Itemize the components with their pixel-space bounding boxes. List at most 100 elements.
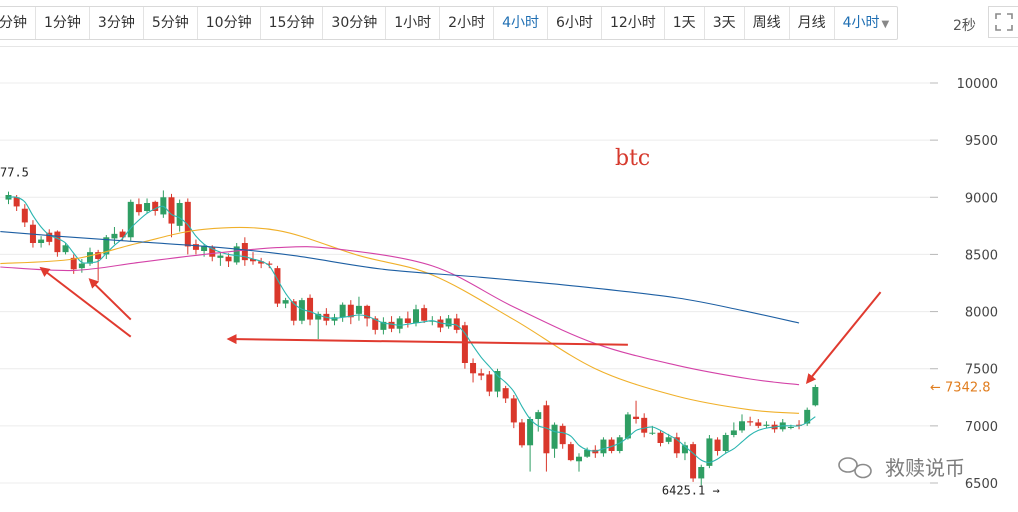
candle-body [111,233,118,239]
y-tick-label: 7500 [965,363,998,378]
annotation-arrow [88,278,132,321]
candle-body [258,261,265,264]
candle-body [559,425,566,445]
candle-body [217,255,224,258]
y-tick-label: 9000 [965,191,998,206]
tab-period-12[interactable]: 1天 [665,7,705,39]
tab-period-13[interactable]: 3天 [705,7,745,39]
period-toolbar: 分钟 1分钟 3分钟 5分钟 10分钟 15分钟 30分钟 1小时 2小时 4小时 6小时 12小时 1… [0,0,1018,46]
current-price-label: ← 7342.8 [930,381,991,396]
candle-body [624,414,631,439]
ma-fast-line [8,196,816,463]
fullscreen-button[interactable] [988,6,1018,38]
candle-body [282,300,289,304]
candle-body [673,437,680,454]
candle-body [13,197,20,207]
candle-body [641,417,648,433]
candle-body [298,300,305,321]
candle-body [543,405,550,454]
candle-body [290,301,297,321]
candle-body [478,373,485,376]
candle-body [372,318,379,330]
tab-period-9[interactable]: 4小时 [494,7,549,39]
candle-body [209,247,216,257]
candle-body [453,318,460,330]
candle-body [804,409,811,424]
chevron-down-icon: ▼ [881,19,890,30]
ma-orange-line [0,226,800,414]
candle-body [144,203,151,211]
candle-body [241,243,248,261]
candlestick-chart[interactable]: 10000 9500 9000 8500 8000 7500 7000 6500 ← 7342.… [0,47,1018,512]
candle-body [78,263,85,269]
refresh-interval[interactable]: 2秒 [953,18,976,34]
candle-body [755,422,762,426]
candle-body [168,197,175,224]
candle-body [380,321,387,330]
candle-body [551,424,558,449]
candle-body [250,259,256,262]
tab-period-2[interactable]: 3分钟 [90,7,144,39]
tab-period-1[interactable]: 1分钟 [36,7,90,39]
tab-period-14[interactable]: 周线 [745,7,790,39]
candle-body [315,313,322,320]
candle-body [681,445,688,454]
fullscreen-icon [995,13,1013,31]
candle-body [54,231,61,253]
candle-body [616,437,623,451]
candle-body [486,374,493,392]
candle-body [633,416,640,419]
candle-body [119,231,126,238]
candle-body [396,318,403,329]
wechat-icon [838,457,872,479]
candle-body [95,252,102,259]
y-tick-label: 7000 [965,420,998,435]
candle-body [355,305,362,314]
candle-body [698,467,705,479]
candle-body [510,398,517,423]
candle-body [21,208,28,223]
candle-body [46,232,53,242]
candle-body [665,437,672,442]
candle-body [225,256,232,262]
tab-period-3[interactable]: 5分钟 [144,7,198,39]
y-tick-label: 8000 [965,306,998,321]
tab-period-8[interactable]: 2小时 [440,7,495,39]
ma-pink-line [0,246,800,386]
chart-title: btc [615,146,650,171]
candle-body [421,308,428,321]
candle-body [266,263,273,265]
candle-body [152,201,159,211]
candle-body [274,268,281,304]
candle-body [461,325,468,363]
tab-period-15[interactable]: 月线 [790,7,835,39]
high-price-label: 77.5 [0,166,29,180]
candle-body [518,422,525,446]
candle-body [445,318,452,327]
y-tick-label: 10000 [957,77,998,92]
tab-period-11[interactable]: 12小时 [602,7,665,39]
y-tick-label: 9500 [965,134,998,149]
y-tick-label: 8500 [965,248,998,263]
tab-period-5[interactable]: 15分钟 [261,7,324,39]
candle-body [657,432,664,443]
candle-body [364,305,371,319]
period-dropdown[interactable]: 4小时 ▼ [835,7,898,39]
candle-body [87,252,93,264]
tab-period-4[interactable]: 10分钟 [198,7,261,39]
candle-body [690,444,697,479]
tab-period-6[interactable]: 30分钟 [323,7,387,39]
candle-body [706,438,713,466]
candle-body [796,424,803,426]
annotation-arrow [805,291,882,384]
candle-body [730,430,737,435]
candle-body [722,435,729,451]
candle-body [747,421,754,423]
candle-body [201,246,208,251]
tab-period-10[interactable]: 6小时 [548,7,602,39]
tab-period-7[interactable]: 1小时 [386,7,441,39]
tab-period-0[interactable]: 分钟 [0,7,36,39]
period-tabs: 分钟 1分钟 3分钟 5分钟 10分钟 15分钟 30分钟 1小时 2小时 4小时 6小时 12小时 1… [0,6,899,40]
watermark: 救赎说币 [838,456,965,480]
candle-body [739,421,745,431]
